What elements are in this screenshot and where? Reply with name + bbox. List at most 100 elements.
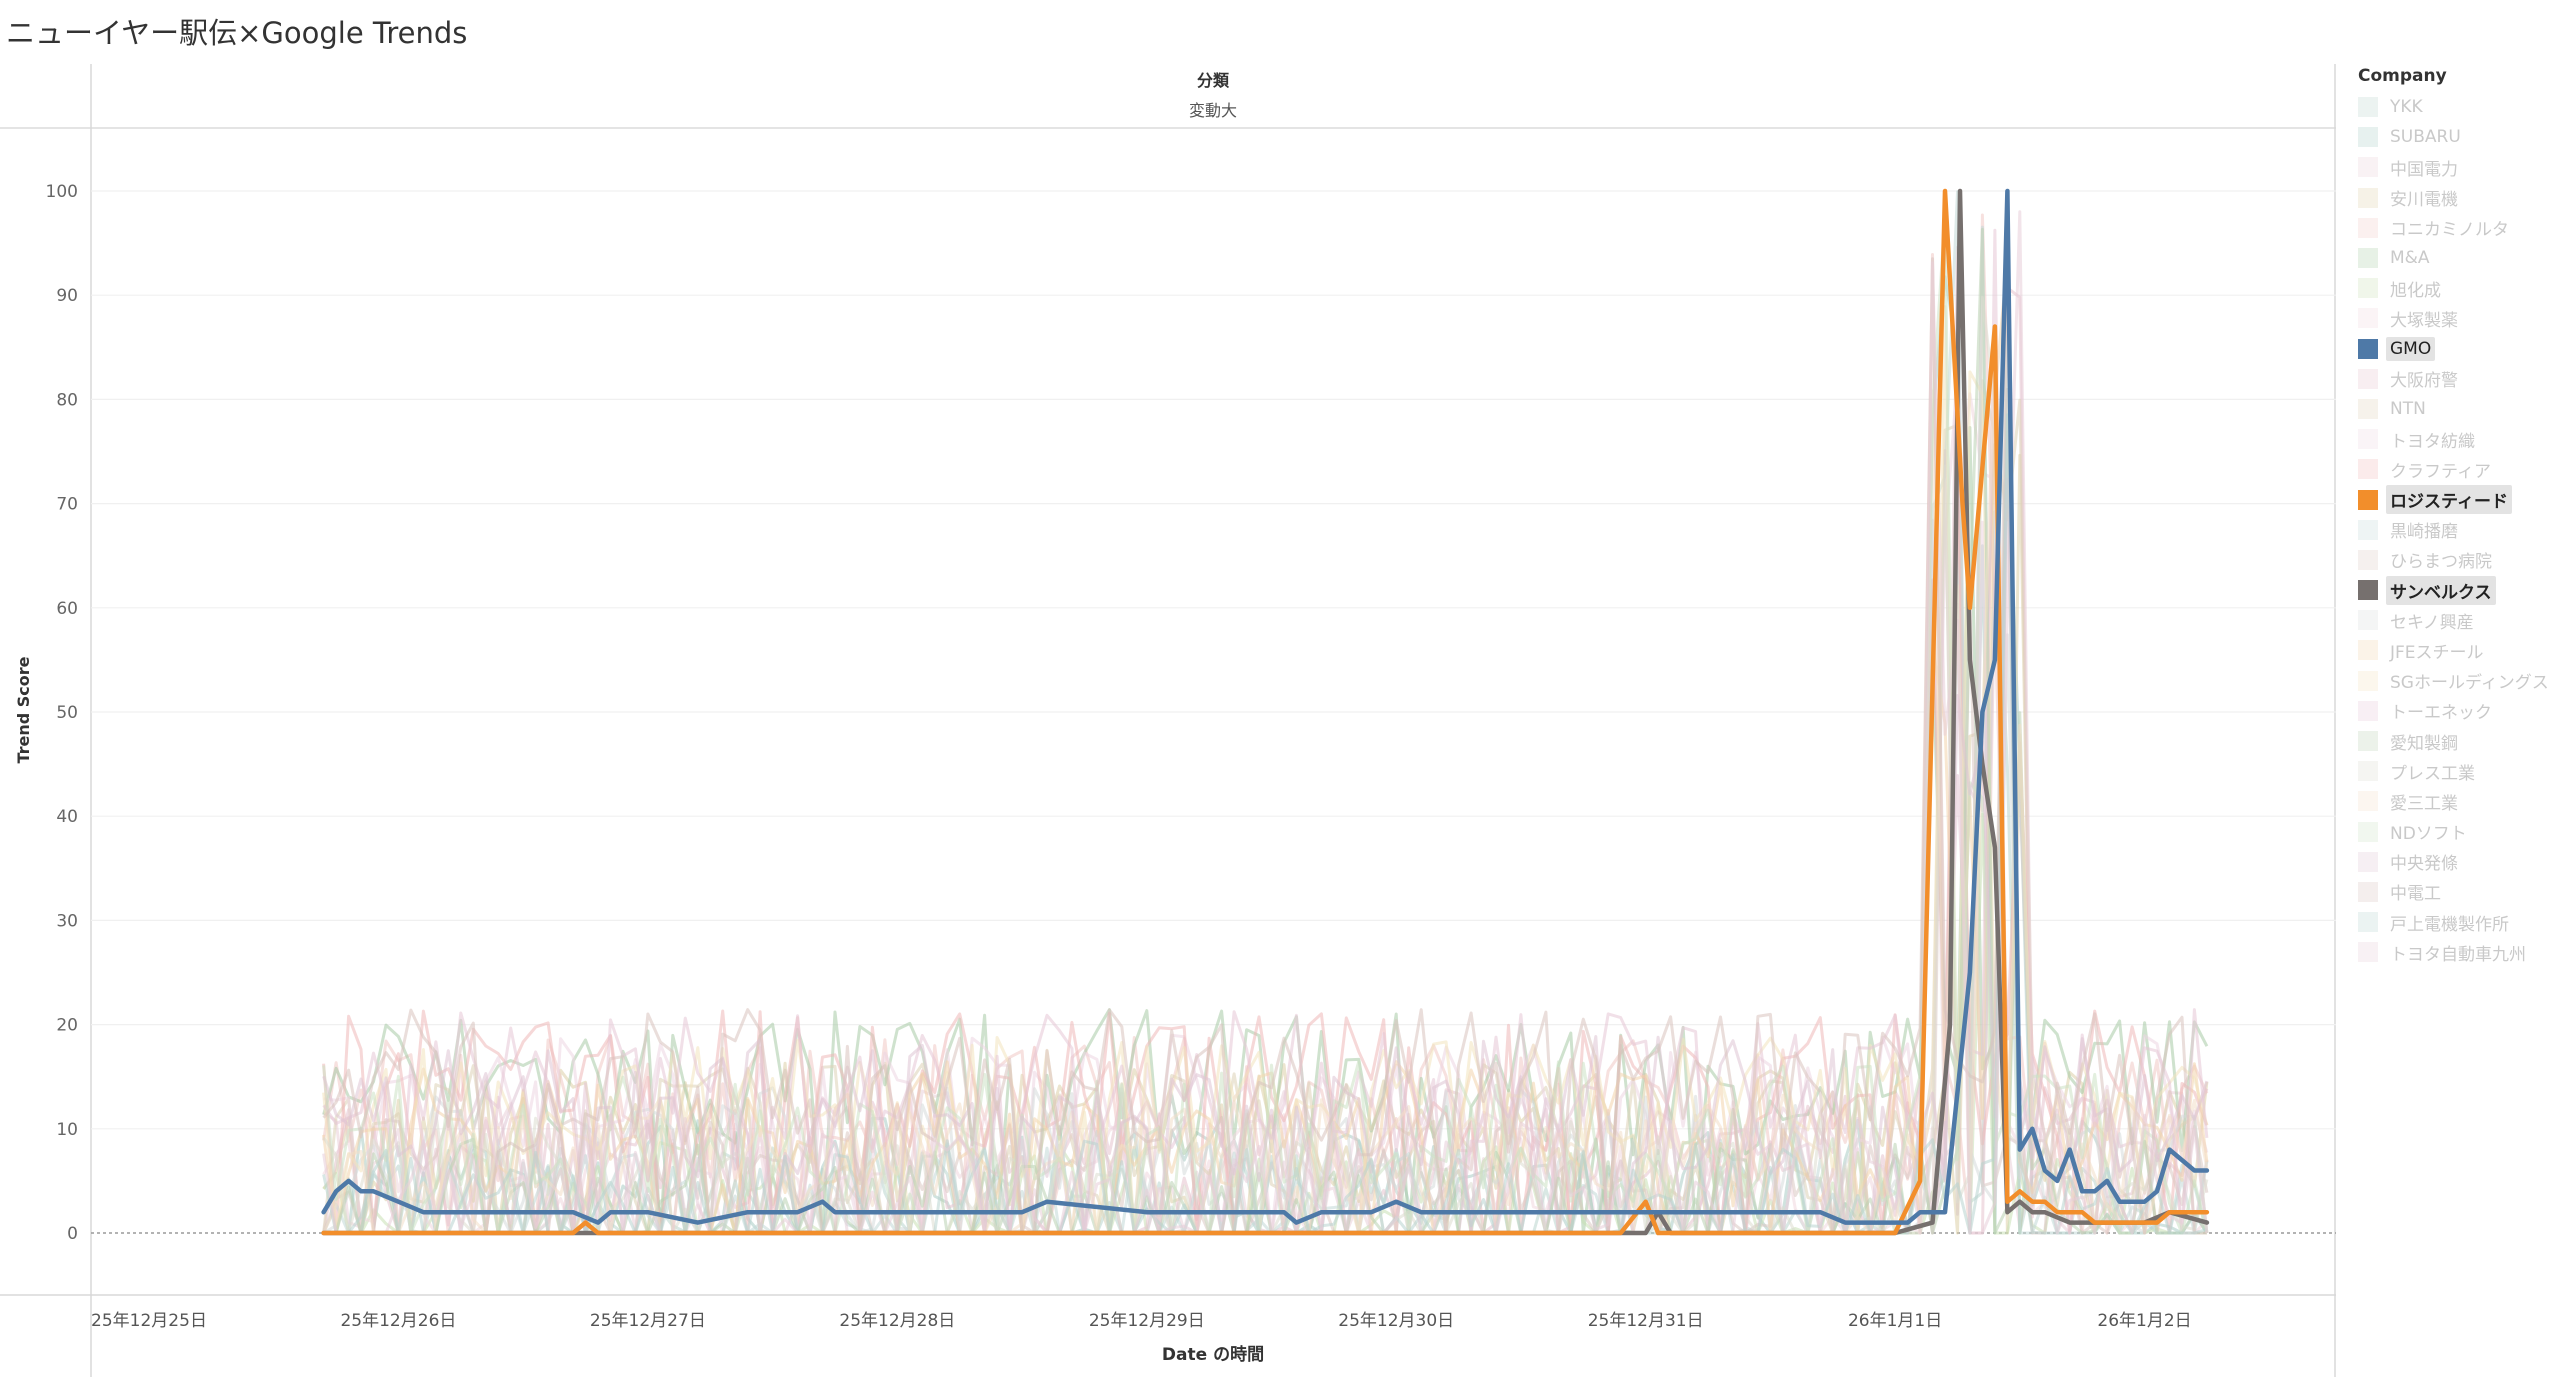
y-tick-label: 20 <box>56 1016 78 1036</box>
legend-swatch <box>2358 821 2378 842</box>
legend-label: M&A <box>2390 248 2430 269</box>
legend-swatch <box>2358 489 2378 510</box>
legend-item[interactable]: ひらまつ病院 <box>2358 545 2558 575</box>
legend-label: コニカミノルタ <box>2390 220 2509 241</box>
legend-item[interactable]: 愛三工業 <box>2358 786 2558 816</box>
legend-label: 黒崎播磨 <box>2390 522 2458 543</box>
legend-label: プレス工業 <box>2390 763 2475 784</box>
x-tick-label: 25年12月29日 <box>1089 1311 1205 1331</box>
legend-item[interactable]: NDソフト <box>2358 817 2558 847</box>
x-tick-label: 25年12月30日 <box>1338 1311 1454 1331</box>
legend-item[interactable]: トーエネック <box>2358 696 2558 726</box>
legend-item[interactable]: SGホールディングス <box>2358 666 2558 696</box>
legend-item[interactable]: NTN <box>2358 394 2558 424</box>
legend-swatch <box>2358 549 2378 570</box>
legend-label: GMO <box>2386 336 2436 361</box>
line-chart[interactable]: 0 10 20 30 40 50 60 70 80 90 100 25年12月25日 25年12月26日… <box>0 64 2336 1377</box>
legend-label: YKK <box>2390 97 2423 118</box>
chart-area[interactable]: 0 10 20 30 40 50 60 70 80 90 100 25年12月25日 25年12月26日… <box>0 64 2336 1377</box>
legend-item[interactable]: トヨタ自動車九州 <box>2358 937 2558 967</box>
legend-label: サンベルクス <box>2386 575 2496 605</box>
legend-items: YKK SUBARU 中国電力安川電機コニカミノルタ M&A 旭化成大塚製薬 GMO 大阪府… <box>2358 92 2558 967</box>
series-line-highlight[interactable] <box>321 188 2210 1236</box>
legend-item[interactable]: 中電工 <box>2358 877 2558 907</box>
legend-swatch <box>2358 459 2378 480</box>
legend-item[interactable]: 中央発條 <box>2358 847 2558 877</box>
legend-label: SUBARU <box>2390 127 2461 148</box>
legend-item[interactable]: 大阪府警 <box>2358 364 2558 394</box>
legend-swatch <box>2358 278 2378 299</box>
legend-swatch <box>2358 338 2378 359</box>
legend-swatch <box>2358 700 2378 721</box>
legend-swatch <box>2358 912 2378 933</box>
legend-item[interactable]: JFEスチール <box>2358 635 2558 665</box>
legend-swatch <box>2358 217 2378 238</box>
legend-label: 愛知製鋼 <box>2390 733 2458 754</box>
x-tick-label: 25年12月27日 <box>590 1311 706 1331</box>
series-line-faded[interactable] <box>322 210 2209 1235</box>
x-tick-label: 26年1月1日 <box>1848 1311 1942 1331</box>
legend-label: セキノ興産 <box>2390 612 2474 633</box>
legend-swatch <box>2358 248 2378 269</box>
series-line-faded[interactable] <box>322 257 2207 1235</box>
legend-item[interactable]: GMO <box>2358 334 2558 364</box>
legend-item[interactable]: トヨタ紡織 <box>2358 424 2558 454</box>
y-tick-label: 50 <box>56 703 78 723</box>
legend-item[interactable]: サンベルクス <box>2358 575 2558 605</box>
x-tick-label: 25年12月26日 <box>340 1311 456 1331</box>
legend-swatch <box>2358 670 2378 691</box>
y-tick-label: 100 <box>46 182 78 202</box>
legend-swatch <box>2358 187 2378 208</box>
legend-label: ひらまつ病院 <box>2390 552 2492 573</box>
legend-item[interactable]: クラフティア <box>2358 454 2558 484</box>
legend-item[interactable]: ロジスティード <box>2358 484 2558 515</box>
legend-label: NDソフト <box>2390 824 2467 845</box>
legend-item[interactable]: 戸上電機製作所 <box>2358 907 2558 937</box>
legend-swatch <box>2358 881 2378 902</box>
legend-item[interactable]: M&A <box>2358 243 2558 273</box>
page-title: ニューイヤー駅伝×Google Trends <box>6 16 468 50</box>
legend-label: ロジスティード <box>2386 485 2512 515</box>
legend-item[interactable]: 大塚製薬 <box>2358 303 2558 333</box>
series-line-highlight[interactable] <box>321 188 2210 1225</box>
legend-label: 大阪府警 <box>2390 371 2458 392</box>
legend-swatch <box>2358 308 2378 329</box>
legend-item[interactable]: 黒崎播磨 <box>2358 515 2558 545</box>
legend-label: NTN <box>2390 398 2426 419</box>
x-tick-label: 25年12月25日 <box>91 1311 207 1331</box>
legend-item[interactable]: セキノ興産 <box>2358 605 2558 635</box>
legend-swatch <box>2358 519 2378 540</box>
legend-swatch <box>2358 398 2378 419</box>
legend-label: トヨタ紡織 <box>2390 431 2475 452</box>
panel-label: 変動大 <box>1189 101 1237 120</box>
faded-series-layer <box>322 190 2209 1235</box>
legend-item[interactable]: 中国電力 <box>2358 152 2558 182</box>
series-line-faded[interactable] <box>322 477 2209 1235</box>
legend-label: トーエネック <box>2390 703 2492 724</box>
legend-item[interactable]: SUBARU <box>2358 122 2558 152</box>
y-axis-title: Trend Score <box>14 656 33 763</box>
legend-item[interactable]: 旭化成 <box>2358 273 2558 303</box>
chart-frame <box>0 64 2336 1377</box>
legend-label: 戸上電機製作所 <box>2390 914 2509 935</box>
legend-label: 大塚製薬 <box>2390 310 2458 331</box>
highlighted-series-layer <box>321 188 2210 1236</box>
y-tick-label: 10 <box>56 1120 78 1140</box>
legend-label: 中電工 <box>2390 884 2441 905</box>
legend: Company YKK SUBARU 中国電力 安川電機 コニカミノルタ M&A 旭化成 大塚… <box>2358 66 2558 967</box>
legend-label: 中央発條 <box>2390 854 2458 875</box>
legend-item[interactable]: YKK <box>2358 92 2558 122</box>
legend-swatch <box>2358 791 2378 812</box>
legend-item[interactable]: コニカミノルタ <box>2358 213 2558 243</box>
legend-swatch <box>2358 761 2378 782</box>
x-tick-label: 25年12月28日 <box>839 1311 955 1331</box>
legend-item[interactable]: 愛知製鋼 <box>2358 726 2558 756</box>
legend-item[interactable]: 安川電機 <box>2358 183 2558 213</box>
legend-label: 中国電力 <box>2390 159 2458 180</box>
axes: 0 10 20 30 40 50 60 70 80 90 100 25年12月25日 25年12月26日… <box>46 182 2192 1331</box>
x-tick-label: 25年12月31日 <box>1588 1311 1704 1331</box>
y-tick-label: 30 <box>56 911 78 931</box>
legend-swatch <box>2358 97 2378 118</box>
series-line-faded[interactable] <box>322 228 2209 1235</box>
legend-item[interactable]: プレス工業 <box>2358 756 2558 786</box>
